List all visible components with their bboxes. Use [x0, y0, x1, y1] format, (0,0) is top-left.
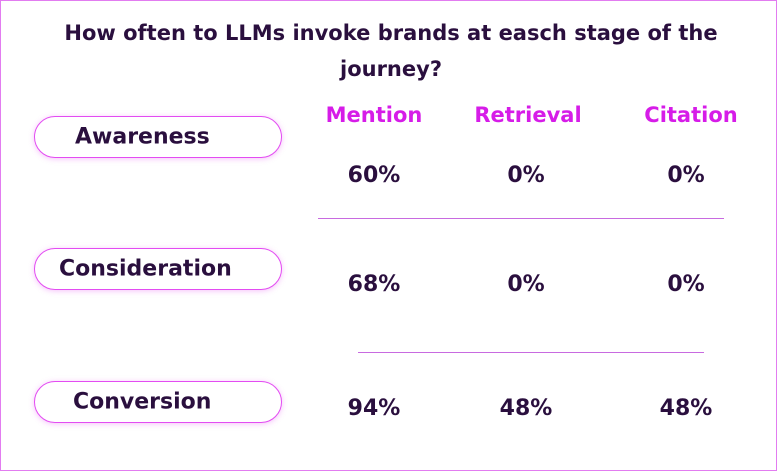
- row-divider: [318, 218, 724, 219]
- cell-consideration-citation: 0%: [667, 272, 705, 297]
- cell-conversion-retrieval: 48%: [499, 396, 553, 421]
- stage-label: Conversion: [73, 389, 212, 415]
- cell-consideration-retrieval: 0%: [507, 272, 545, 297]
- row-divider: [358, 352, 704, 353]
- cell-conversion-mention: 94%: [347, 396, 401, 421]
- card-title: How often to LLMs invoke brands at easch…: [64, 21, 718, 81]
- stage-pill-conversion: Conversion: [34, 381, 282, 423]
- stage-pill-consideration: Consideration: [34, 248, 282, 290]
- stage-label: Consideration: [59, 256, 232, 282]
- cell-consideration-mention: 68%: [347, 272, 401, 297]
- stage-pill-awareness: Awareness: [34, 116, 282, 158]
- cell-awareness-citation: 0%: [667, 163, 705, 188]
- column-header-citation: Citation: [644, 103, 738, 127]
- column-header-mention: Mention: [325, 103, 423, 127]
- cell-awareness-retrieval: 0%: [507, 163, 545, 188]
- stage-label: Awareness: [75, 124, 210, 150]
- column-header-retrieval: Retrieval: [474, 103, 582, 127]
- cell-conversion-citation: 48%: [659, 396, 713, 421]
- cell-awareness-mention: 60%: [347, 163, 401, 188]
